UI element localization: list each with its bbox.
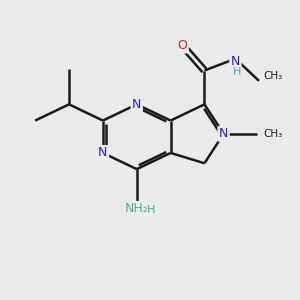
Text: N: N	[132, 98, 141, 111]
Text: H: H	[233, 67, 241, 77]
Text: CH₃: CH₃	[263, 71, 283, 81]
Text: N: N	[219, 127, 228, 140]
Text: O: O	[178, 39, 187, 52]
Text: N: N	[98, 146, 108, 159]
Text: N: N	[231, 55, 240, 68]
Text: NH₂: NH₂	[125, 202, 148, 215]
Text: H: H	[147, 206, 156, 215]
Text: CH₃: CH₃	[263, 129, 283, 139]
